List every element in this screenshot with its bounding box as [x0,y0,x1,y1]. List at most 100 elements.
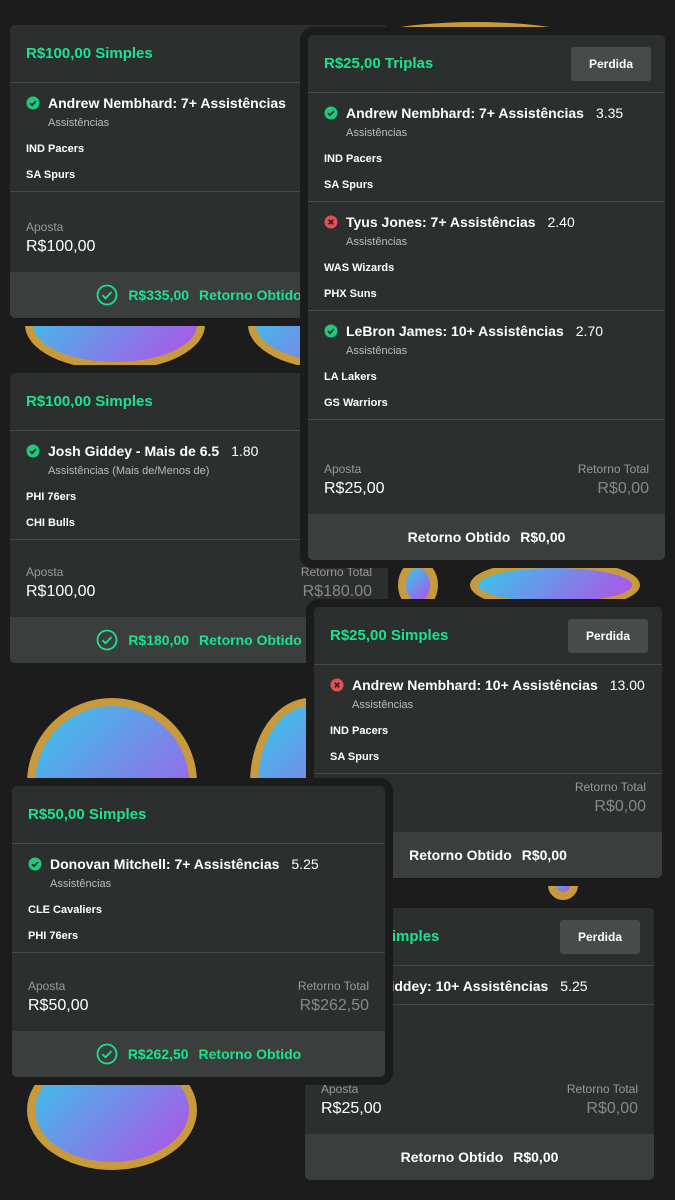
cross-icon [324,215,338,229]
footer-label: Retorno Obtido [407,529,511,545]
check-icon [324,106,338,120]
stake-row: Aposta R$25,00 Retorno Total R$0,00 [324,462,649,498]
selection-row: Josh Giddey - Mais de 6.5 1.80 [26,443,372,459]
team: WAS Wizards [324,262,395,274]
status-badge: Perdida [570,46,651,81]
team: CHI Bulls [26,517,75,529]
return: Retorno Total R$180.00 [301,565,372,601]
return-label: Retorno Total [566,1082,638,1096]
selection: Josh Giddey: 10+ Assistências 5.25 [305,966,654,1005]
stake: Aposta R$50,00 [28,979,89,1015]
return-value: R$0,00 [594,798,646,815]
selection-row: LeBron James: 10+ Assistências 2.70 [324,323,649,339]
odds: 2.70 [575,323,604,339]
check-icon [96,1043,118,1065]
return-label: Retorno Total [300,565,372,579]
footer-amount: R$335,00 [128,287,190,303]
card-title: R$50,00 Simples [28,806,147,823]
stake: Aposta R$25,00 [321,1082,382,1118]
footer-amount: R$0,00 [520,529,566,545]
check-icon [324,324,338,338]
return-label: Retorno Total [297,979,369,993]
return-value: R$0,00 [586,1100,638,1117]
medal [398,560,438,610]
stake: Aposta R$100,00 [26,565,95,601]
card-title: R$100,00 Simples [26,45,153,62]
footer-amount: R$262,50 [127,1046,189,1062]
selection: Andrew Nembhard: 10+ Assistências 13.00 As… [314,665,662,774]
stake-value: R$50,00 [28,997,89,1014]
footer: Retorno Obtido R$0,00 [305,1134,654,1180]
return: Retorno Total R$0,00 [575,780,646,816]
return: Retorno Total R$262,50 [298,979,369,1015]
selection-name: Josh Giddey - Mais de 6.5 [48,443,220,459]
medal [470,560,640,610]
card-header: R$50,00 Simples [12,786,385,844]
team: PHI 76ers [28,930,79,942]
team: SA Spurs [26,169,76,181]
stake-row: Aposta R$100,00 Retorno Total R$180.00 [26,565,372,601]
card-title: R$100,00 Simples [26,393,153,410]
footer-label: Retorno Obtido [198,1046,302,1062]
selection: Tyus Jones: 7+ Assistências 2.40 Assistênc… [308,202,665,311]
market: Assistências [50,878,112,890]
odds: 5.25 [560,978,588,994]
bet-card: R$50,00 Simples Donovan Mitchell: 7+ Assi… [12,786,385,1077]
team: IND Pacers [26,143,85,155]
stake-value: R$100,00 [26,583,96,600]
selection-row: Josh Giddey: 10+ Assistências 5.25 [321,978,638,994]
return-label: Retorno Total [577,462,649,476]
team: PHI 76ers [26,491,77,503]
selection-name: Andrew Nembhard: 10+ Assistências [352,677,598,693]
footer-amount: R$0,00 [513,1149,559,1165]
stake: Aposta R$25,00 [324,462,385,498]
team: GS Warriors [324,397,388,409]
footer-amount: R$180,00 [128,632,190,648]
stake-label: Aposta [26,220,64,234]
cross-icon [330,678,344,692]
market: Assistências (Mais de/Menos de) [48,465,210,477]
selection-name: Josh Giddey: 10+ Assistências [343,978,549,994]
team: LA Lakers [324,371,377,383]
card-header: R$100,00 Simples [10,373,388,431]
selection-row: Tyus Jones: 7+ Assistências 2.40 [324,214,649,230]
odds: 13.00 [609,677,645,693]
stake-value: R$25,00 [324,480,385,497]
stake-label: Aposta [321,1082,359,1096]
stake-row: Aposta R$50,00 Retorno Total R$262,50 [28,979,369,1015]
return: Retorno Total R$0,00 [567,1082,638,1118]
stake: Aposta R$100,00 [26,220,95,256]
team: IND Pacers [324,153,383,165]
return: Retorno Total R$0,00 [578,462,649,498]
check-icon [26,96,40,110]
stake-row: Retorno Total R$0,00 [330,780,646,816]
card-header: R$25,00 Simples Perdida [314,607,662,665]
stake-value: R$25,00 [321,1100,382,1117]
check-icon [28,857,42,871]
check-icon [96,629,118,651]
team: SA Spurs [330,751,380,763]
selection-row: Donovan Mitchell: 7+ Assistências 5.25 [28,856,369,872]
team: SA Spurs [324,179,374,191]
selection-name: Tyus Jones: 7+ Assistências [346,214,536,230]
selection-row: Andrew Nembhard: 10+ Assistências 13.00 [330,677,646,693]
selection: LeBron James: 10+ Assistências 2.70 Assist… [308,311,665,420]
footer-label: Retorno Obtido [199,287,302,303]
market: Assistências [352,699,414,711]
selection: Andrew Nembhard: 7+ Assistências Assistên… [10,83,388,192]
team: IND Pacers [330,725,389,737]
odds: 2.40 [547,214,575,230]
footer: R$262,50 Retorno Obtido [12,1031,385,1077]
odds: 3.35 [595,105,624,121]
selection-name: Andrew Nembhard: 7+ Assistências [48,95,286,111]
card-title: R$25,00 Simples [330,627,449,644]
footer-label: Retorno Obtido [400,1149,504,1165]
selection: Andrew Nembhard: 7+ Assistências 3.35 Assi… [308,93,665,202]
selection-name: Andrew Nembhard: 7+ Assistências [346,105,584,121]
status-badge: Perdida [567,618,648,653]
selection: Donovan Mitchell: 7+ Assistências 5.25 Ass… [12,844,385,953]
stake-value: R$100,00 [26,238,96,255]
card-header: R$100,00 Simples [10,25,388,83]
odds: 5.25 [291,856,319,872]
footer-amount: R$0,00 [521,847,567,863]
